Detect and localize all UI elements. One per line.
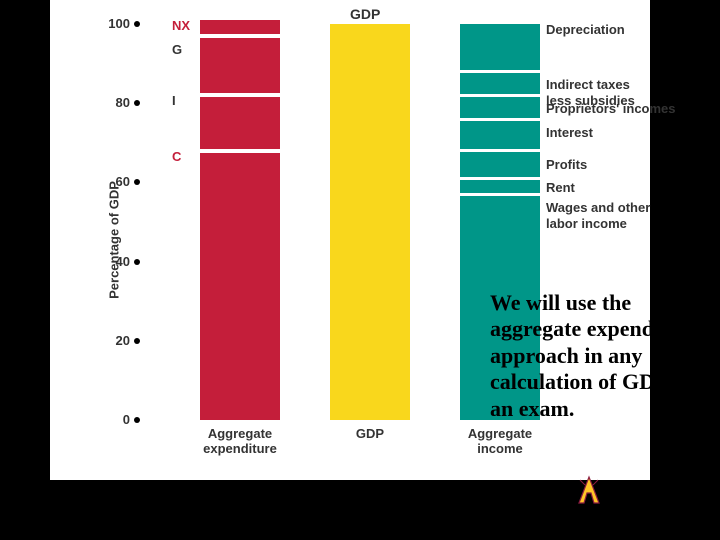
divider [200, 93, 280, 97]
segment-c [200, 151, 280, 420]
right-label: Profits [546, 157, 716, 173]
y-tick: 80 [102, 95, 130, 110]
segment-depreciation [460, 24, 540, 72]
side-label: I [172, 93, 176, 109]
bar-label: Aggregateexpenditure [180, 426, 300, 456]
right-label: Rent [546, 180, 716, 196]
bar-label: GDP [310, 426, 430, 441]
y-tick: 100 [102, 16, 130, 31]
y-axis-label: Percentage of GDP [106, 181, 121, 299]
course-line-1: 111 [573, 481, 700, 498]
segment-interest [460, 119, 540, 151]
segment-g [200, 36, 280, 95]
course-line-0: ECON [573, 464, 700, 481]
divider [460, 118, 540, 121]
divider [200, 34, 280, 38]
right-label: Indirect taxesless subsidies [546, 77, 716, 108]
footer: ECON 111 HOFFMAN MACRO HAPPENS [573, 464, 700, 534]
divider [460, 70, 540, 73]
top-label: GDP [350, 6, 380, 22]
y-tick-dot [134, 21, 140, 27]
course-line-2: HOFFMAN [573, 498, 700, 515]
y-tick: 0 [102, 412, 130, 427]
bar-gdp [330, 24, 410, 420]
divider [200, 149, 280, 153]
y-tick-dot [134, 417, 140, 423]
right-label: Interest [546, 125, 716, 141]
y-tick-dot [134, 338, 140, 344]
divider [460, 193, 540, 196]
segment-i [200, 95, 280, 150]
right-label: Depreciation [546, 22, 716, 38]
y-tick: 20 [102, 333, 130, 348]
segment-profits [460, 151, 540, 179]
bar-aggregate_expenditure [200, 20, 280, 420]
segment-gdp [330, 24, 410, 420]
y-tick: 60 [102, 174, 130, 189]
footer-tagline: MACRO HAPPENS [573, 517, 700, 534]
segment-indirect [460, 72, 540, 96]
segment-proprietors [460, 95, 540, 119]
y-tick: 40 [102, 254, 130, 269]
right-label: Wages and otherlabor income [546, 200, 716, 231]
divider [460, 94, 540, 97]
bar-label: Aggregateincome [440, 426, 560, 456]
divider [460, 149, 540, 152]
note-text: We will use the aggregate expenditure ap… [490, 290, 715, 422]
y-tick-dot [134, 259, 140, 265]
side-label: C [172, 149, 181, 165]
side-label: NX [172, 18, 190, 34]
side-label: G [172, 42, 182, 58]
divider [460, 177, 540, 180]
